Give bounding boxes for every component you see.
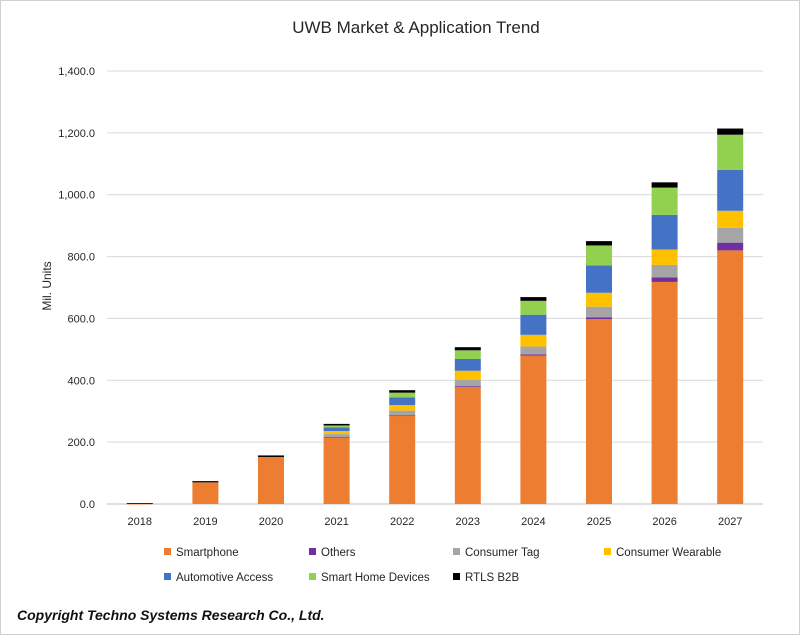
bar-segment-smartphone bbox=[717, 250, 744, 504]
bar-segment-consumer-tag bbox=[323, 434, 350, 438]
bar-segment-automotive-access bbox=[651, 214, 678, 250]
legend-label: Automotive Access bbox=[176, 572, 273, 584]
bar-segment-others bbox=[323, 437, 350, 438]
legend-swatch bbox=[453, 573, 460, 580]
bar-segment-others bbox=[651, 277, 678, 282]
bar-segment-consumer-wearable bbox=[717, 210, 744, 228]
bar-segment-consumer-tag bbox=[389, 410, 416, 416]
bar-segment-automotive-access bbox=[717, 169, 744, 211]
bar-segment-smart-home-devices bbox=[454, 350, 481, 359]
x-tick-labels: 2018 2019 2020 2021 2022 2023 2024 2025 2026 2027 bbox=[128, 516, 743, 528]
bar-segment-rtls-b2b bbox=[389, 390, 416, 393]
bar-segment-automotive-access bbox=[586, 265, 612, 293]
bar-segment-smartphone bbox=[258, 456, 284, 504]
x-tick-label: 2024 bbox=[521, 516, 545, 528]
bar-segment-rtls-b2b bbox=[520, 297, 547, 301]
bar-segment-consumer-tag bbox=[520, 346, 547, 355]
x-tick-label: 2021 bbox=[324, 516, 348, 528]
legend: Smartphone Others Consumer Tag Consumer Wea… bbox=[164, 547, 721, 584]
bar-segment-automotive-access bbox=[323, 427, 350, 432]
bar-segment-others bbox=[717, 242, 744, 251]
y-tick-label: 400.0 bbox=[67, 375, 95, 387]
x-tick-label: 2019 bbox=[193, 516, 217, 528]
bar-segment-smart-home-devices bbox=[323, 425, 350, 428]
bar-segment-rtls-b2b bbox=[651, 182, 678, 188]
bar-segment-others bbox=[454, 386, 481, 388]
bar-segment-automotive-access bbox=[389, 397, 416, 406]
y-tick-label: 600.0 bbox=[67, 313, 95, 325]
bar-segment-consumer-wearable bbox=[323, 431, 350, 435]
x-tick-label: 2018 bbox=[128, 516, 152, 528]
bar-segment-consumer-wearable bbox=[454, 370, 481, 380]
copyright-text: Copyright Techno Systems Research Co., L… bbox=[17, 607, 325, 623]
bar-segment-smartphone bbox=[586, 319, 612, 504]
bar-segment-consumer-tag bbox=[717, 227, 744, 243]
x-tick-label: 2026 bbox=[652, 516, 676, 528]
y-tick-label: 800.0 bbox=[67, 252, 95, 264]
bar-segment-consumer-wearable bbox=[389, 405, 416, 411]
bars bbox=[126, 128, 744, 505]
bar-segment-consumer-wearable bbox=[586, 292, 612, 307]
legend-label: Smart Home Devices bbox=[321, 572, 430, 584]
bar-segment-smart-home-devices bbox=[389, 392, 416, 398]
y-tick-label: 0.0 bbox=[80, 499, 95, 511]
legend-label: Others bbox=[321, 547, 356, 559]
x-tick-label: 2025 bbox=[587, 516, 611, 528]
y-tick-label: 1,400.0 bbox=[58, 66, 95, 78]
y-axis-label: Mil. Units bbox=[40, 261, 54, 310]
chart-title: UWB Market & Application Trend bbox=[292, 18, 540, 37]
bar-segment-rtls-b2b bbox=[323, 423, 350, 426]
bar-segment-others bbox=[520, 354, 547, 356]
legend-swatch bbox=[309, 548, 316, 555]
bar-segment-smart-home-devices bbox=[520, 300, 547, 315]
bar-segment-smart-home-devices bbox=[717, 134, 744, 170]
gridlines bbox=[107, 70, 763, 505]
bar-segment-consumer-tag bbox=[651, 264, 678, 278]
y-tick-labels: 0.0 200.0 400.0 600.0 800.0 1,000.0 1,200.0 1,4… bbox=[58, 66, 95, 511]
bar-segment-automotive-access bbox=[520, 314, 547, 335]
bar-segment-smartphone bbox=[323, 437, 350, 504]
bar-segment-rtls-b2b bbox=[454, 347, 481, 351]
legend-label: Consumer Wearable bbox=[616, 547, 721, 559]
legend-swatch bbox=[453, 548, 460, 555]
bar-segment-smartphone bbox=[651, 281, 678, 504]
y-tick-label: 200.0 bbox=[67, 437, 95, 449]
bar-segment-smart-home-devices bbox=[651, 187, 678, 215]
bar-segment-consumer-wearable bbox=[651, 249, 678, 265]
legend-swatch bbox=[164, 548, 171, 555]
bar-segment-smartphone bbox=[454, 387, 481, 504]
bar-segment-consumer-tag bbox=[454, 379, 481, 387]
bar-segment-consumer-wearable bbox=[520, 334, 547, 347]
x-tick-label: 2020 bbox=[259, 516, 283, 528]
bar-segment-rtls-b2b bbox=[717, 128, 744, 135]
bar-segment-rtls-b2b bbox=[258, 455, 284, 457]
bar-segment-smartphone bbox=[520, 355, 547, 504]
y-tick-label: 1,200.0 bbox=[58, 128, 95, 140]
bar-segment-others bbox=[586, 317, 612, 320]
legend-swatch bbox=[309, 573, 316, 580]
x-tick-label: 2022 bbox=[390, 516, 414, 528]
bar-segment-smartphone bbox=[126, 503, 153, 505]
bar-segment-smartphone bbox=[389, 415, 416, 504]
x-tick-label: 2027 bbox=[718, 516, 742, 528]
bar-segment-others bbox=[389, 415, 416, 417]
bar-segment-rtls-b2b bbox=[126, 503, 153, 504]
legend-swatch bbox=[164, 573, 171, 580]
legend-label: RTLS B2B bbox=[465, 572, 519, 584]
bar-segment-smart-home-devices bbox=[586, 245, 612, 266]
bar-segment-smartphone bbox=[192, 482, 219, 504]
legend-swatch bbox=[604, 548, 611, 555]
bar-segment-rtls-b2b bbox=[586, 241, 612, 246]
y-tick-label: 1,000.0 bbox=[58, 190, 95, 202]
bar-segment-automotive-access bbox=[454, 358, 481, 371]
legend-label: Smartphone bbox=[176, 547, 239, 559]
bar-segment-rtls-b2b bbox=[192, 481, 219, 483]
x-tick-label: 2023 bbox=[456, 516, 480, 528]
bar-segment-consumer-tag bbox=[586, 306, 612, 318]
legend-label: Consumer Tag bbox=[465, 547, 540, 559]
